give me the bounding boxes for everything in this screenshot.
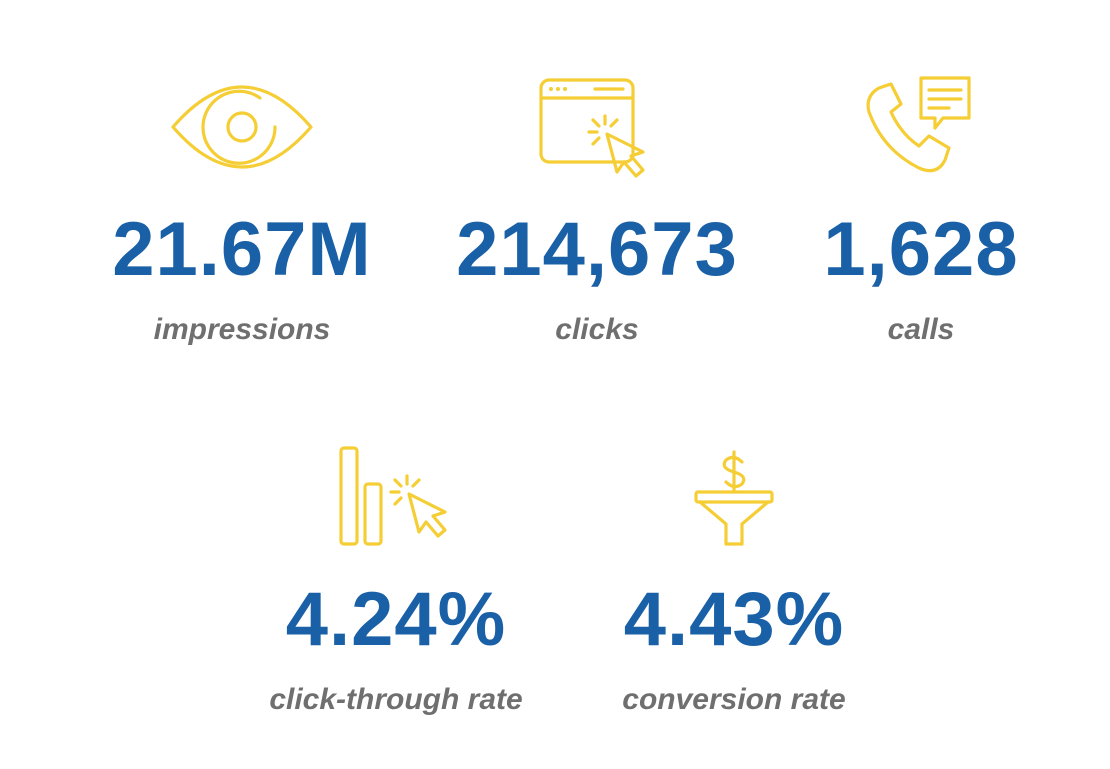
conversion-rate-value: 4.43% bbox=[623, 577, 845, 662]
funnel-dollar-icon bbox=[694, 450, 774, 546]
click-through-rate-label: click-through rate bbox=[269, 683, 523, 716]
stat-conversion-rate: 4.43% conversion rate bbox=[564, 432, 904, 718]
stat-calls: 1,628 calls bbox=[751, 62, 1091, 348]
calls-value: 1,628 bbox=[823, 207, 1019, 292]
stat-clicks: 214,673 clicks bbox=[427, 62, 767, 348]
clicks-value: 214,673 bbox=[456, 207, 738, 292]
calls-label: calls bbox=[887, 313, 955, 346]
impressions-label: impressions bbox=[153, 313, 331, 346]
stat-impressions: 21.67M impressions bbox=[72, 62, 412, 348]
browser-click-icon bbox=[539, 78, 645, 178]
eye-icon bbox=[171, 85, 313, 169]
clicks-label: clicks bbox=[555, 313, 639, 346]
bar-click-icon bbox=[339, 446, 447, 546]
impressions-value: 21.67M bbox=[112, 207, 372, 292]
conversion-rate-label: conversion rate bbox=[622, 683, 846, 716]
phone-message-icon bbox=[866, 76, 971, 173]
stat-click-through-rate: 4.24% click-through rate bbox=[226, 432, 566, 718]
click-through-rate-value: 4.24% bbox=[285, 577, 507, 662]
